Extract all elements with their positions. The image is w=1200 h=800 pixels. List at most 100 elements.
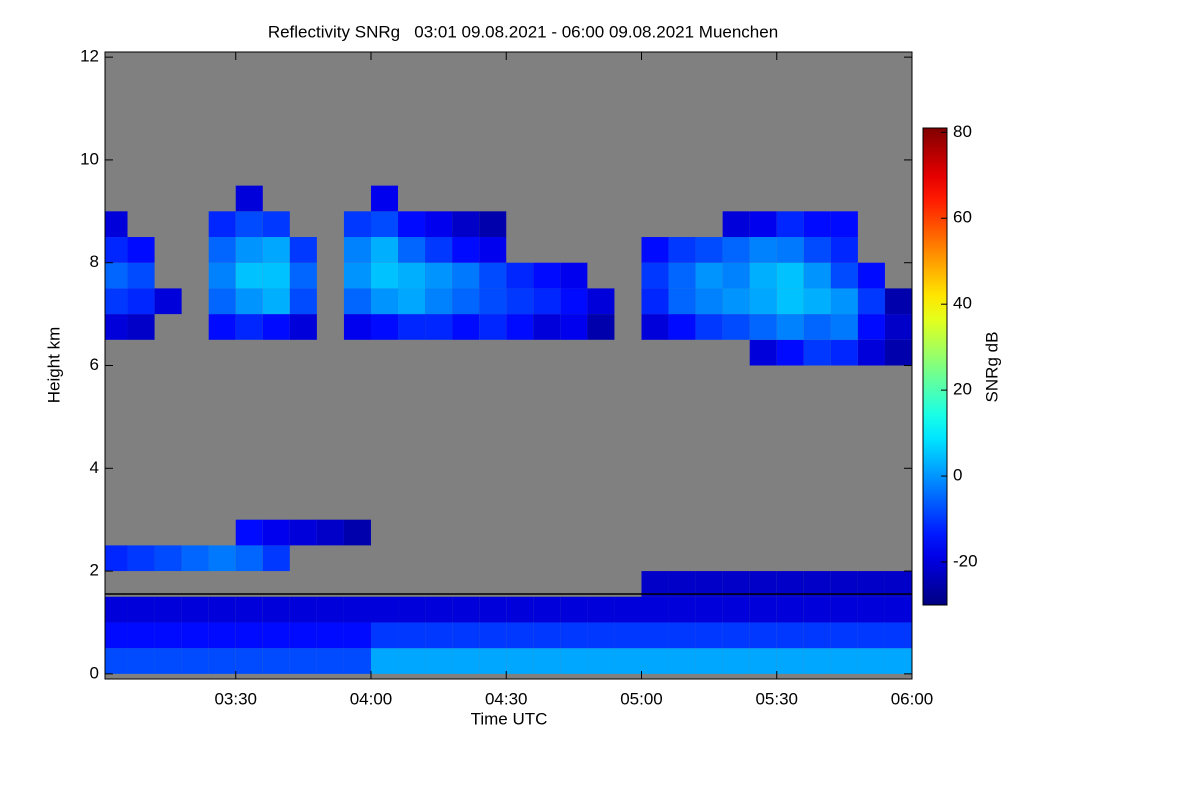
heatmap-cell: [105, 262, 128, 289]
heatmap-cell: [235, 288, 263, 315]
heatmap-cell: [235, 648, 263, 674]
heatmap-cell: [506, 596, 534, 623]
x-tick-label: 05:30: [755, 689, 798, 708]
heatmap-cell: [154, 596, 182, 623]
heatmap-cell: [343, 314, 371, 340]
heatmap-cell: [749, 314, 777, 340]
heatmap-cell: [343, 211, 371, 238]
heatmap-cell: [208, 314, 236, 340]
heatmap-cell: [830, 262, 858, 289]
heatmap-cell: [668, 262, 696, 289]
chart-title: Reflectivity SNRg 03:01 09.08.2021 - 06:…: [268, 22, 778, 41]
heatmap-cell: [695, 648, 723, 674]
heatmap-cell: [262, 596, 290, 623]
heatmap-cell: [208, 596, 236, 623]
heatmap-cell: [235, 545, 263, 572]
heatmap-cell: [370, 211, 399, 238]
heatmap-cell: [181, 622, 209, 649]
heatmap-cell: [127, 622, 155, 649]
heatmap-cell: [776, 571, 804, 597]
heatmap-cell: [343, 648, 371, 674]
heatmap-cell: [208, 262, 236, 289]
heatmap-cell: [641, 288, 669, 315]
colorbar-tick-label: 40: [953, 294, 972, 313]
y-tick-label: 4: [90, 458, 99, 477]
heatmap-cell: [316, 622, 344, 649]
heatmap-cell: [776, 596, 804, 623]
heatmap-cell: [695, 288, 723, 315]
heatmap-cell: [803, 314, 831, 340]
heatmap-cell: [830, 622, 858, 649]
heatmap-cell: [533, 596, 561, 623]
heatmap-cell: [452, 314, 480, 340]
heatmap-cell: [830, 648, 858, 674]
heatmap-cell: [289, 519, 317, 546]
heatmap-cell: [208, 288, 236, 315]
heatmap-cell: [208, 648, 236, 674]
heatmap-cell: [533, 622, 561, 649]
heatmap-cell: [776, 288, 804, 315]
heatmap-cell: [884, 648, 912, 674]
x-axis-label: Time UTC: [471, 709, 548, 728]
heatmap-cell: [506, 288, 534, 315]
heatmap-cell: [776, 314, 804, 340]
heatmap-cell: [235, 237, 263, 263]
heatmap-cell: [668, 288, 696, 315]
heatmap-cell: [425, 237, 453, 263]
heatmap-cell: [830, 596, 858, 623]
heatmap-cell: [127, 288, 155, 315]
heatmap-cell: [479, 596, 507, 623]
heatmap-cell: [452, 237, 480, 263]
heatmap-cell: [154, 622, 182, 649]
heatmap-cell: [370, 596, 399, 623]
heatmap-cell: [722, 648, 750, 674]
heatmap-cell: [830, 288, 858, 315]
heatmap-cell: [262, 519, 290, 546]
heatmap-cell: [425, 648, 453, 674]
heatmap-cell: [289, 262, 317, 289]
heatmap-cell: [560, 314, 588, 340]
heatmap-cell: [289, 314, 317, 340]
heatmap-cell: [208, 237, 236, 263]
x-tick-label: 04:00: [350, 689, 393, 708]
heatmap-cell: [857, 648, 885, 674]
heatmap-cell: [181, 596, 209, 623]
heatmap-cell: [398, 596, 426, 623]
heatmap-cell: [857, 596, 885, 623]
heatmap-cell: [316, 596, 344, 623]
heatmap-cell: [262, 237, 290, 263]
heatmap-cell: [884, 288, 912, 315]
heatmap-cell: [560, 648, 588, 674]
heatmap-cell: [533, 288, 561, 315]
heatmap-cell: [425, 288, 453, 315]
heatmap-cell: [803, 622, 831, 649]
heatmap-cell: [587, 314, 615, 340]
heatmap-cell: [803, 571, 831, 597]
heatmap-cell: [830, 211, 858, 238]
heatmap-cell: [398, 288, 426, 315]
heatmap-cell: [262, 288, 290, 315]
heatmap-cell: [506, 262, 534, 289]
heatmap-cell: [857, 622, 885, 649]
heatmap-cell: [235, 596, 263, 623]
heatmap-cell: [425, 596, 453, 623]
heatmap-cell: [560, 288, 588, 315]
heatmap-cell: [749, 596, 777, 623]
heatmap-cell: [398, 622, 426, 649]
heatmap-cell: [425, 262, 453, 289]
heatmap-cell: [316, 648, 344, 674]
heatmap-cell: [776, 262, 804, 289]
heatmap-cell: [560, 596, 588, 623]
heatmap-cell: [776, 622, 804, 649]
x-tick-label: 03:30: [214, 689, 257, 708]
heatmap-cell: [370, 237, 399, 263]
heatmap-cell: [105, 648, 128, 674]
colorbar-tick-label: 20: [953, 380, 972, 399]
y-tick-label: 0: [90, 663, 99, 682]
heatmap-cell: [479, 622, 507, 649]
heatmap-cell: [208, 545, 236, 572]
heatmap-cell: [105, 288, 128, 315]
heatmap-cell: [154, 648, 182, 674]
heatmap-cell: [776, 211, 804, 238]
